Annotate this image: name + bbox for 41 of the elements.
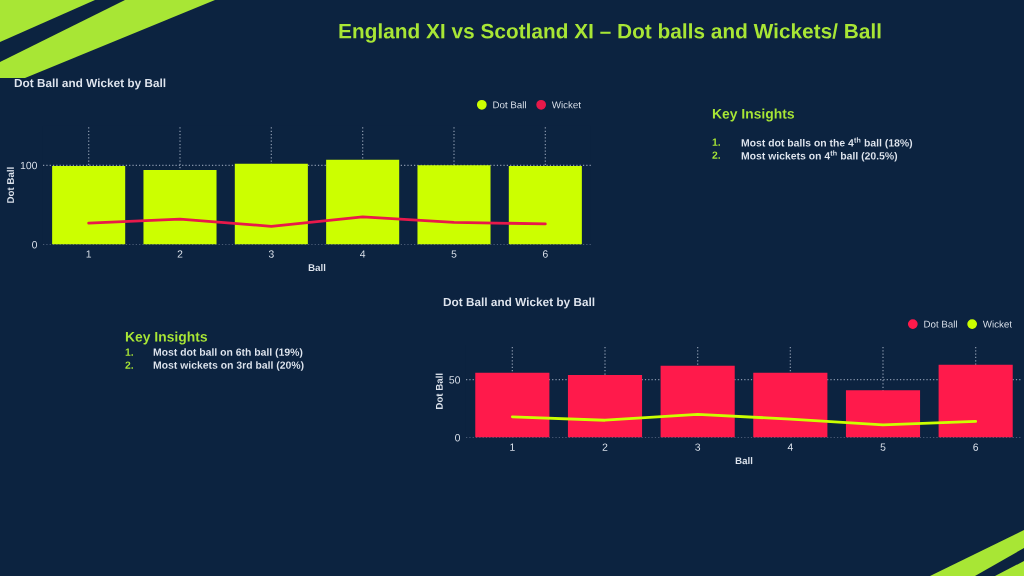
bar	[475, 372, 550, 438]
y-tick-label: 0	[455, 434, 461, 442]
x-tick-label: 4	[787, 443, 793, 451]
line-series	[87, 215, 547, 228]
x-tick-label: 3	[695, 443, 701, 451]
legend-label: Dot Ball	[493, 101, 526, 109]
y-axis-title: Dot Ball	[6, 167, 14, 203]
x-tick-label: 6	[542, 250, 548, 258]
x-axis-title: Ball	[308, 263, 326, 272]
text: 2. Most wickets on 4$^{th}$ ball (20.5%)	[712, 150, 898, 162]
y-axis-title: Dot Ball	[435, 373, 443, 410]
x-axis-title: Ball	[735, 457, 753, 465]
y-tick-label: 100	[20, 161, 38, 170]
line-series	[510, 413, 978, 427]
bar	[938, 364, 1013, 438]
y-tick-label: 0	[32, 241, 38, 249]
x-tick-label: 2	[602, 443, 608, 451]
y-tick-label: 50	[449, 376, 461, 384]
chart-title: Dot Ball and Wicket by Ball	[443, 297, 595, 309]
text: 1. Most dot balls on the 4$^{th}$ ball (18%)	[712, 137, 913, 149]
bar	[567, 375, 643, 438]
text: 2. Most wickets on 3rd ball (20%)	[125, 361, 304, 371]
text: England XI vs Scotland XI – Dot balls and Wickets/ Ball	[339, 23, 881, 43]
x-tick-label: 1	[510, 443, 515, 451]
x-tick-label: 5	[451, 250, 457, 258]
x-tick-label: 3	[268, 250, 274, 258]
x-tick-label: 4	[360, 250, 366, 258]
x-tick-label: 5	[880, 443, 886, 451]
legend-label: Wicket	[551, 101, 581, 109]
x-tick-label: 2	[177, 250, 183, 258]
text: Key Insights	[712, 108, 795, 122]
chart-title: Dot Ball and Wicket by Ball	[14, 78, 166, 90]
legend-label: Dot Ball	[924, 320, 957, 328]
bar	[753, 372, 828, 438]
bar	[660, 365, 735, 438]
legend-label: Wicket	[982, 320, 1012, 328]
x-tick-label: 1	[86, 250, 92, 258]
text: Key Insights	[125, 331, 208, 345]
text: 1. Most dot ball on 6th ball (19%)	[125, 348, 303, 358]
x-tick-label: 6	[973, 443, 979, 451]
bar	[845, 390, 921, 438]
